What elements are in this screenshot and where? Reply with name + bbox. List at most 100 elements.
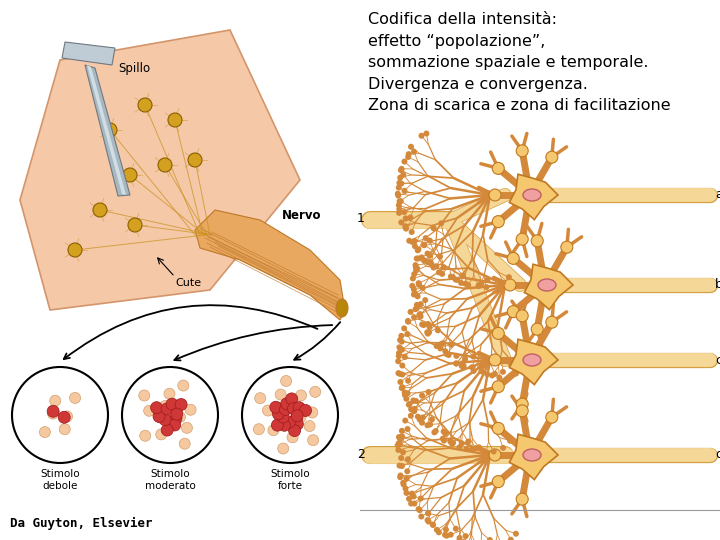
Circle shape [405,426,410,432]
Circle shape [403,226,409,232]
Circle shape [427,421,433,428]
Circle shape [399,428,405,434]
Circle shape [153,410,165,422]
Circle shape [274,411,285,422]
Polygon shape [62,42,115,65]
Circle shape [458,280,464,286]
Circle shape [279,419,290,431]
Circle shape [396,434,402,440]
Circle shape [417,507,423,513]
Circle shape [405,390,410,396]
Circle shape [411,314,417,320]
Circle shape [289,424,300,436]
Circle shape [68,243,82,257]
Circle shape [441,437,447,443]
Circle shape [166,398,178,410]
Circle shape [439,271,445,277]
Circle shape [397,198,404,204]
Circle shape [561,241,573,253]
Circle shape [489,373,495,379]
Circle shape [161,424,174,436]
Circle shape [396,350,402,356]
Circle shape [296,390,307,401]
Circle shape [411,148,417,154]
Circle shape [310,387,320,397]
Circle shape [423,131,429,137]
Circle shape [395,191,401,197]
Circle shape [40,427,50,437]
Circle shape [447,437,453,444]
Circle shape [70,393,81,403]
Circle shape [158,158,172,172]
Circle shape [448,532,454,538]
Circle shape [436,529,442,535]
Circle shape [295,411,306,423]
Circle shape [489,354,501,366]
Circle shape [508,363,515,369]
Circle shape [431,429,437,435]
Circle shape [144,406,155,416]
Circle shape [450,274,456,280]
Circle shape [421,242,427,248]
Circle shape [412,238,418,244]
Text: d: d [715,449,720,462]
Circle shape [408,144,414,150]
Circle shape [395,193,401,199]
Circle shape [507,438,513,444]
Circle shape [434,527,440,533]
Circle shape [402,224,408,230]
Circle shape [178,380,189,391]
Circle shape [496,375,503,381]
Circle shape [413,267,419,274]
Circle shape [473,445,479,451]
Polygon shape [524,264,573,309]
Circle shape [165,420,176,431]
Circle shape [415,280,422,286]
Circle shape [416,312,423,318]
Circle shape [516,233,528,245]
Circle shape [289,420,300,430]
Circle shape [396,202,402,208]
Circle shape [492,422,504,434]
Circle shape [448,439,454,445]
Circle shape [413,398,419,404]
Circle shape [287,403,300,415]
Circle shape [462,533,469,539]
Polygon shape [85,65,130,196]
Circle shape [410,239,415,245]
Circle shape [171,408,183,420]
Circle shape [420,285,426,291]
Circle shape [462,281,468,287]
Circle shape [476,444,482,450]
Circle shape [406,496,412,502]
Circle shape [174,411,186,422]
Circle shape [395,447,401,453]
Circle shape [489,189,501,201]
Circle shape [415,247,420,253]
Circle shape [492,381,504,393]
Text: a: a [715,188,720,201]
Polygon shape [195,210,345,320]
Circle shape [290,413,302,424]
Circle shape [414,255,420,261]
Circle shape [426,329,432,335]
Circle shape [122,367,218,463]
Circle shape [272,408,284,420]
Circle shape [410,275,416,281]
Circle shape [255,393,266,404]
Circle shape [419,393,425,399]
Circle shape [412,291,418,296]
Circle shape [500,445,506,451]
Circle shape [453,360,459,367]
Circle shape [476,282,482,288]
Circle shape [398,167,404,173]
Text: Spillo: Spillo [118,62,150,75]
Circle shape [492,371,498,377]
Circle shape [480,362,486,368]
Circle shape [479,280,485,286]
Circle shape [263,405,274,416]
Circle shape [428,261,434,267]
Circle shape [431,226,437,232]
Circle shape [430,522,436,528]
Circle shape [449,441,455,447]
